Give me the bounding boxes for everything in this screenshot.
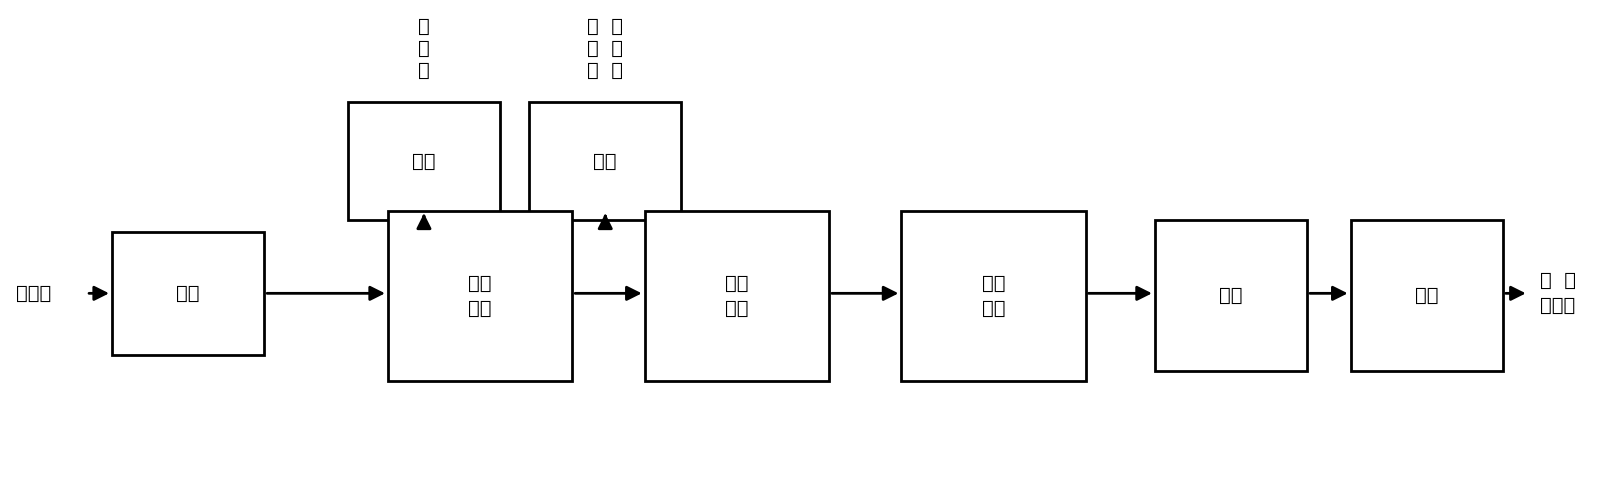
Bar: [644, 211, 829, 381]
Text: 铁系盐: 铁系盐: [16, 284, 52, 303]
Bar: [111, 232, 264, 355]
Text: 煅烧: 煅烧: [1415, 286, 1438, 305]
Text: 水热
处理: 水热 处理: [724, 274, 749, 318]
Text: 过滤
洗涤: 过滤 洗涤: [982, 274, 1005, 318]
Bar: [388, 211, 573, 381]
Text: 溶解: 溶解: [594, 152, 617, 171]
Text: 干燥: 干燥: [1219, 286, 1243, 305]
Text: 沉淀
反应: 沉淀 反应: [469, 274, 491, 318]
Bar: [348, 102, 501, 220]
Text: 铁  系
催化剂: 铁 系 催化剂: [1539, 272, 1576, 315]
Text: 水  分
溶  散
性  剂: 水 分 溶 散 性 剂: [588, 17, 623, 80]
Text: 溶解: 溶解: [177, 284, 200, 303]
Text: 沉
淀
剂: 沉 淀 剂: [419, 17, 430, 80]
Bar: [902, 211, 1085, 381]
Bar: [1154, 220, 1307, 371]
Text: 溶解: 溶解: [412, 152, 436, 171]
Bar: [1351, 220, 1502, 371]
Bar: [530, 102, 681, 220]
